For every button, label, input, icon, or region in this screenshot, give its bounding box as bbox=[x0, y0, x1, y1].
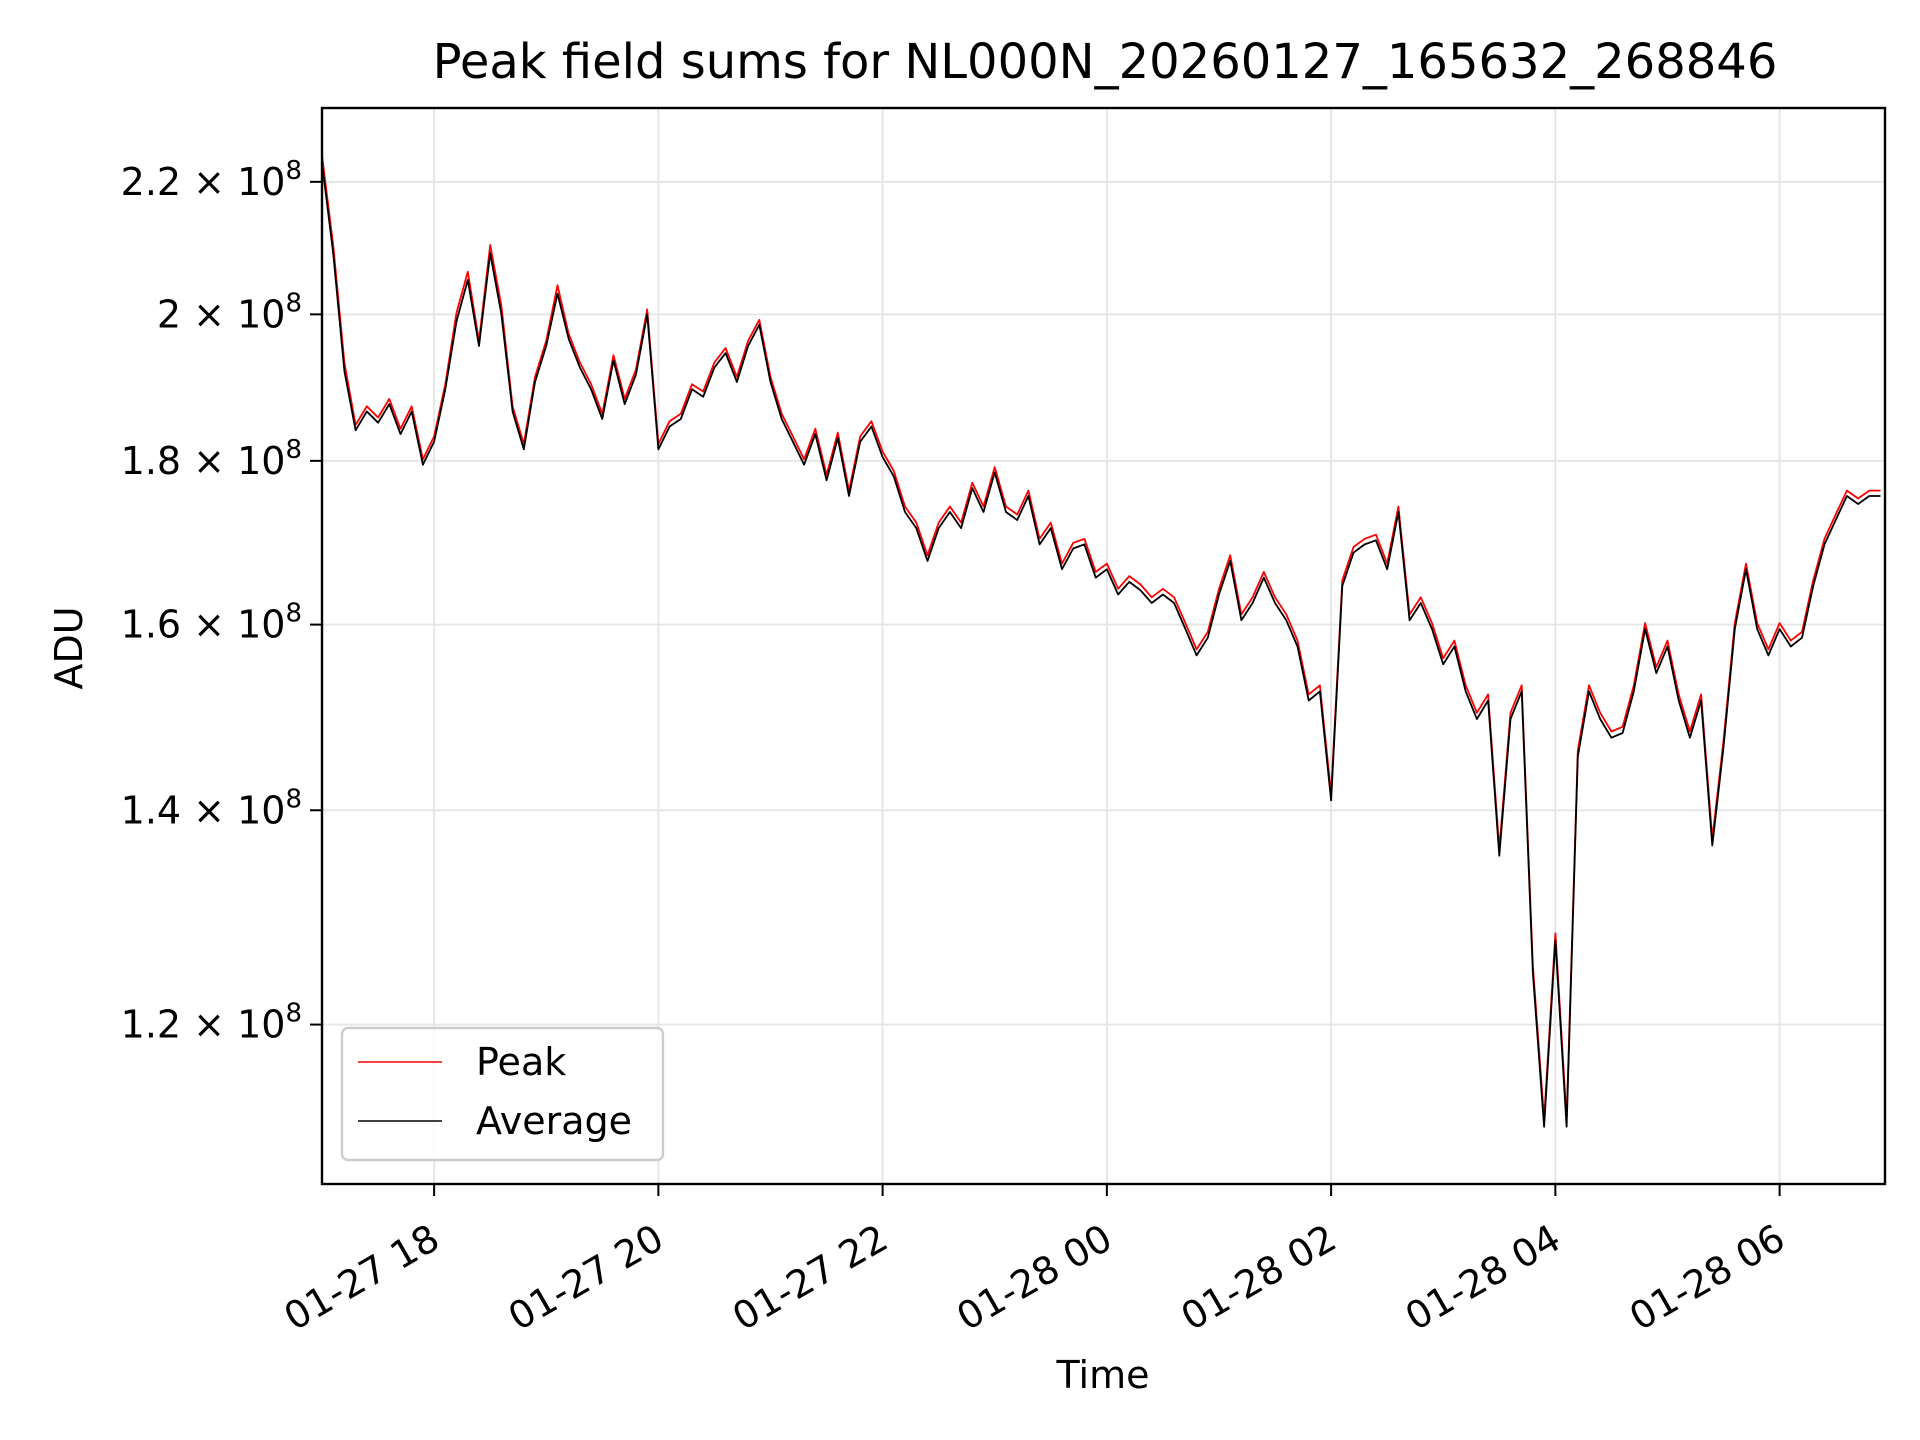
chart-title: Peak field sums for NL000N_20260127_1656… bbox=[433, 34, 1778, 90]
grid-layer bbox=[322, 108, 1885, 1184]
y-tick-times: × 10 bbox=[181, 1003, 285, 1047]
legend-label-average: Average bbox=[476, 1099, 632, 1143]
y-tick-exponent: 8 bbox=[285, 288, 302, 318]
y-tick-times: × 10 bbox=[181, 603, 285, 647]
y-tick-mantissa: 1.6 bbox=[121, 603, 181, 647]
legend: Peak Average bbox=[340, 1026, 665, 1162]
y-tick-exponent: 8 bbox=[285, 156, 302, 186]
y-tick-label: 2 × 108 bbox=[157, 288, 302, 336]
y-tick-exponent: 8 bbox=[285, 599, 302, 629]
y-tick-times: × 10 bbox=[181, 788, 285, 832]
y-tick-exponent: 8 bbox=[285, 784, 302, 814]
y-tick-label: 1.4 × 108 bbox=[121, 784, 302, 832]
y-tick-mantissa: 1.8 bbox=[121, 439, 181, 483]
y-tick-label: 2.2 × 108 bbox=[121, 156, 302, 204]
y-tick-mantissa: 1.4 bbox=[121, 788, 181, 832]
y-tick-times: × 10 bbox=[181, 439, 285, 483]
series-layer bbox=[322, 155, 1881, 1128]
y-tick-mantissa: 2 bbox=[157, 292, 181, 336]
y-tick-label: 1.6 × 108 bbox=[121, 599, 302, 647]
y-tick-exponent: 8 bbox=[285, 999, 302, 1029]
x-axis-label: Time bbox=[1056, 1353, 1150, 1397]
y-tick-times: × 10 bbox=[181, 292, 285, 336]
y-axis-label: ADU bbox=[47, 606, 91, 689]
series-line-average bbox=[322, 162, 1881, 1128]
series-line-peak bbox=[322, 155, 1881, 1120]
y-tick-mantissa: 2.2 bbox=[121, 160, 181, 204]
y-tick-times: × 10 bbox=[181, 160, 285, 204]
plot-frame bbox=[320, 106, 1887, 1186]
y-tick-mantissa: 1.2 bbox=[121, 1003, 181, 1047]
legend-label-peak: Peak bbox=[476, 1040, 566, 1084]
legend-box bbox=[340, 1026, 665, 1162]
y-tick-label: 1.2 × 108 bbox=[121, 999, 302, 1047]
y-tick-exponent: 8 bbox=[285, 435, 302, 465]
y-tick-label: 1.8 × 108 bbox=[121, 435, 302, 483]
